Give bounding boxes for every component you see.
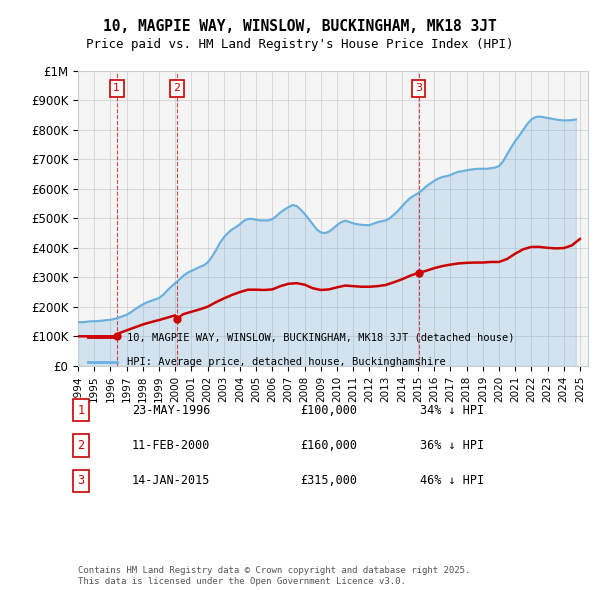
Text: 10, MAGPIE WAY, WINSLOW, BUCKINGHAM, MK18 3JT: 10, MAGPIE WAY, WINSLOW, BUCKINGHAM, MK1… [103,19,497,34]
Text: 23-MAY-1996: 23-MAY-1996 [132,404,211,417]
Text: 34% ↓ HPI: 34% ↓ HPI [420,404,484,417]
Text: 36% ↓ HPI: 36% ↓ HPI [420,439,484,452]
Text: £100,000: £100,000 [300,404,357,417]
Text: 2: 2 [77,439,85,452]
Text: 2: 2 [173,84,181,93]
Text: £160,000: £160,000 [300,439,357,452]
Text: 1: 1 [113,84,120,93]
Text: 46% ↓ HPI: 46% ↓ HPI [420,474,484,487]
Text: 1: 1 [77,404,85,417]
Text: £315,000: £315,000 [300,474,357,487]
Text: 3: 3 [77,474,85,487]
Text: 10, MAGPIE WAY, WINSLOW, BUCKINGHAM, MK18 3JT (detached house): 10, MAGPIE WAY, WINSLOW, BUCKINGHAM, MK1… [127,332,515,342]
Text: Price paid vs. HM Land Registry's House Price Index (HPI): Price paid vs. HM Land Registry's House … [86,38,514,51]
Text: Contains HM Land Registry data © Crown copyright and database right 2025.
This d: Contains HM Land Registry data © Crown c… [78,566,470,586]
Text: 14-JAN-2015: 14-JAN-2015 [132,474,211,487]
Text: HPI: Average price, detached house, Buckinghamshire: HPI: Average price, detached house, Buck… [127,357,446,367]
Text: 11-FEB-2000: 11-FEB-2000 [132,439,211,452]
Text: 3: 3 [415,84,422,93]
